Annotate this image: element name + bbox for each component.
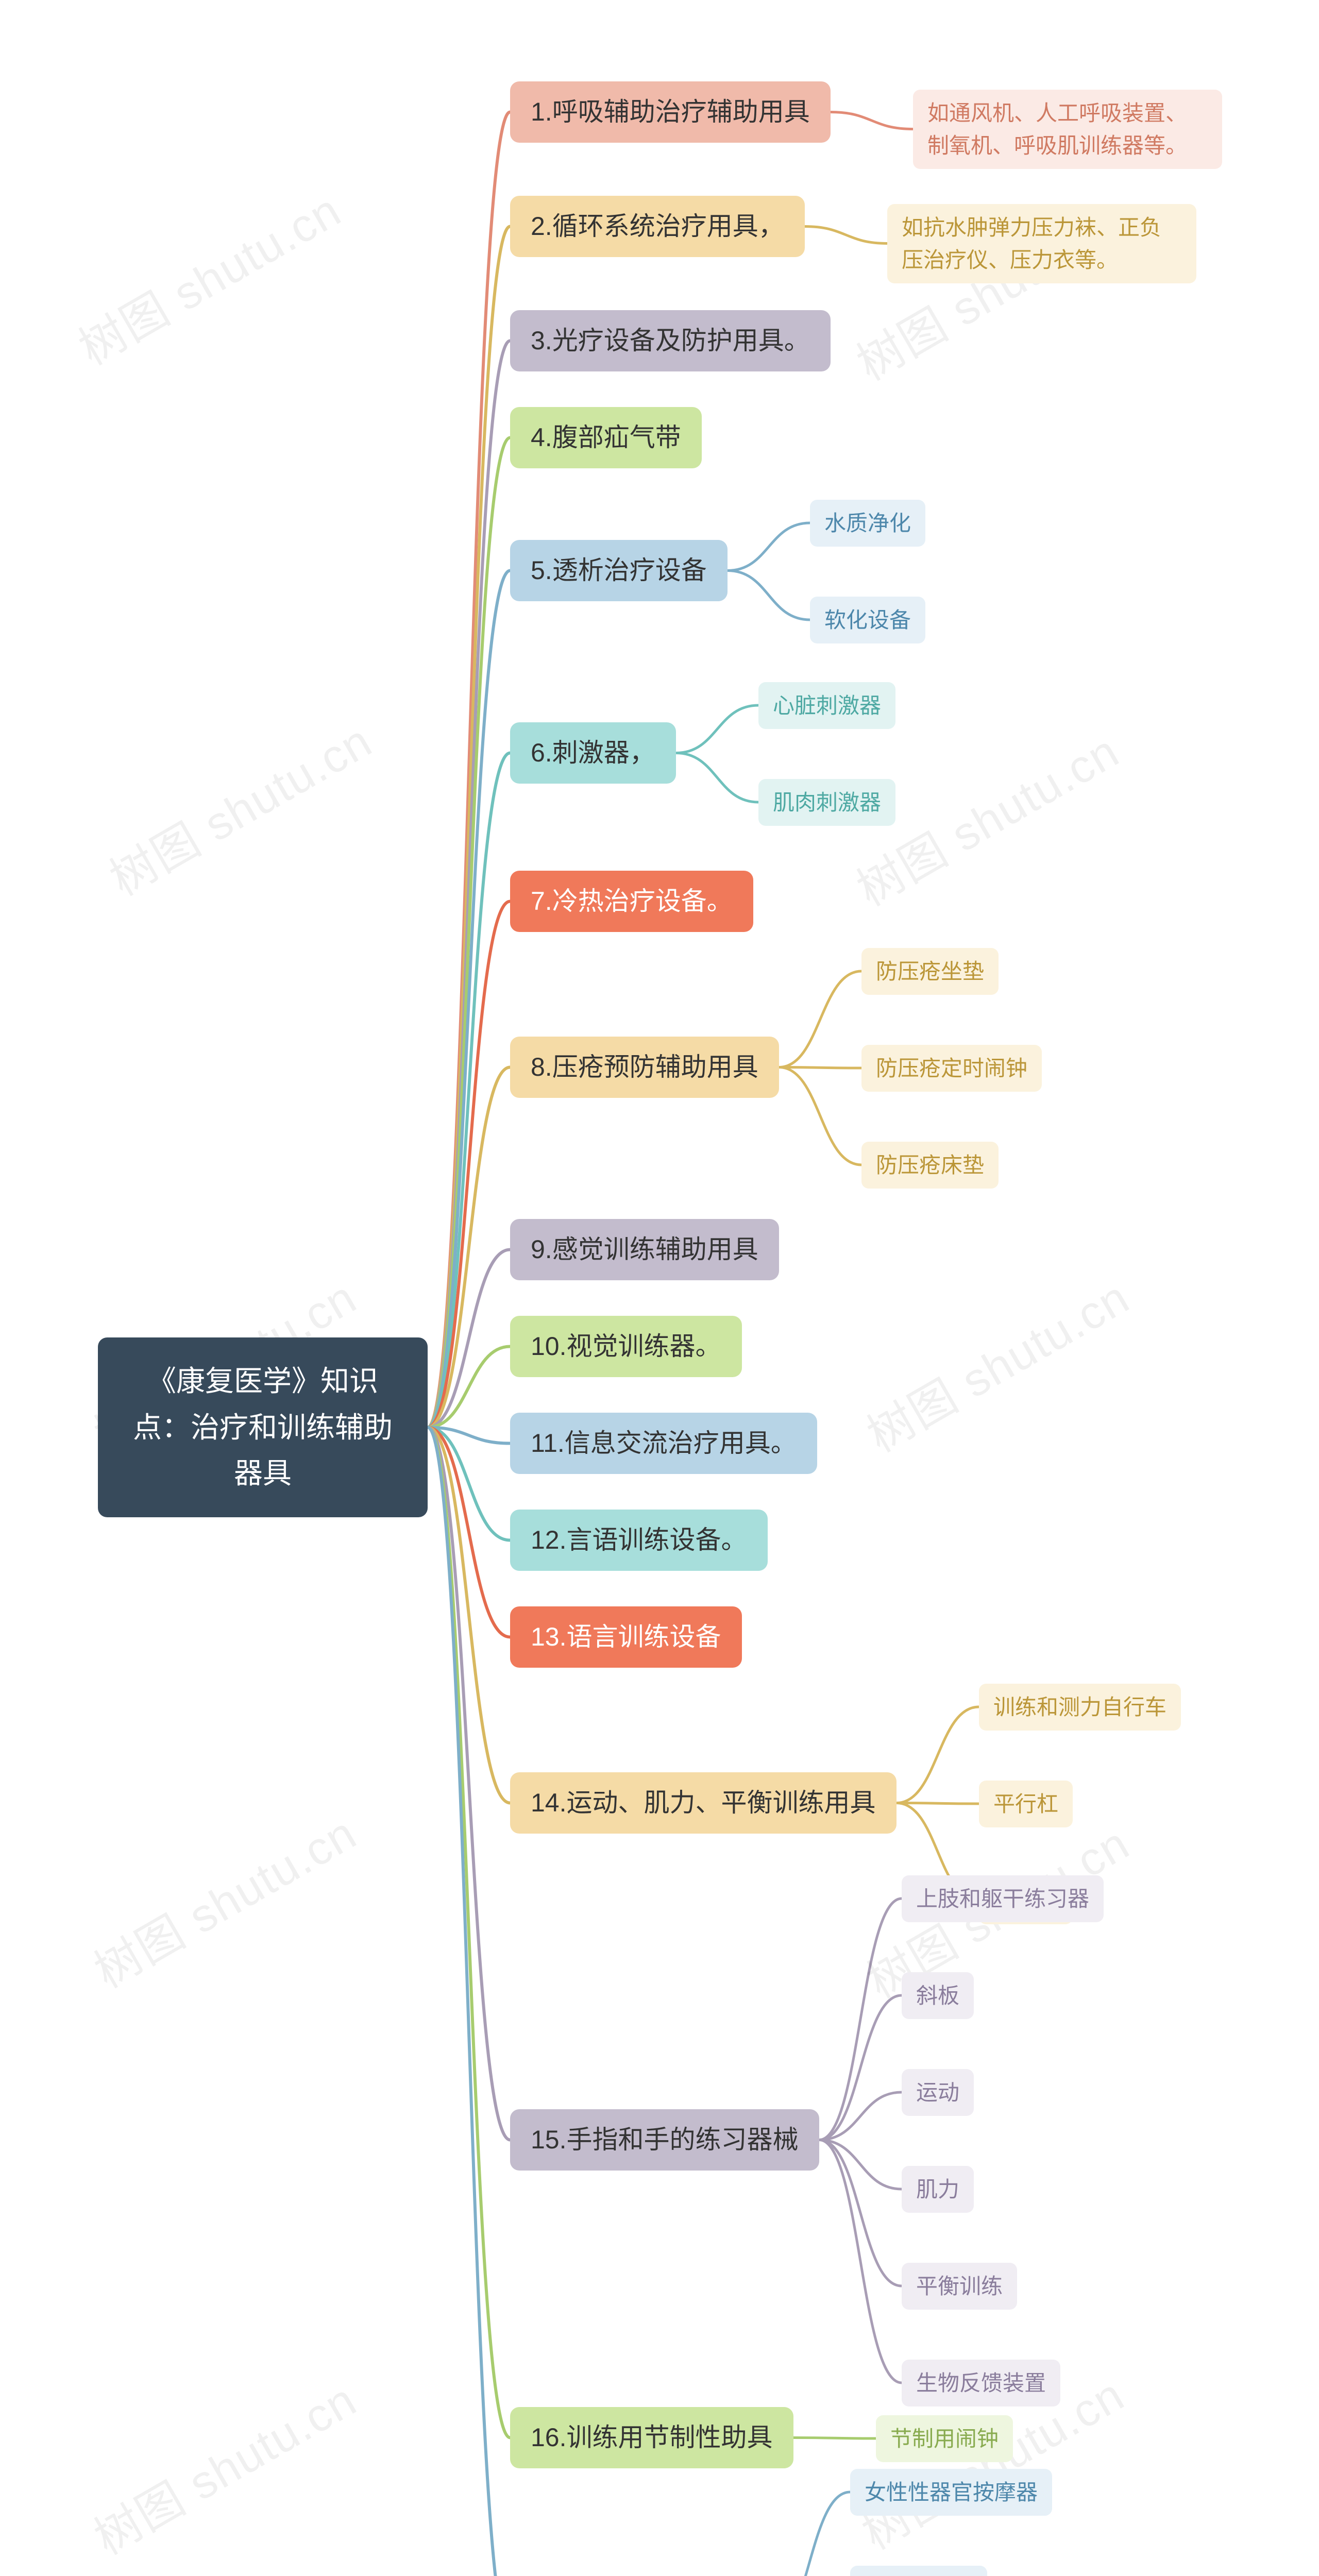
branch-node-14: 14.运动、肌力、平衡训练用具 (510, 1772, 897, 1834)
connector (768, 2492, 850, 2576)
connector (428, 753, 510, 1428)
branch-node-2: 2.循环系统治疗用具， (510, 196, 805, 257)
connector (428, 1067, 510, 1428)
connector (428, 1428, 510, 2576)
leaf-node: 肌力 (902, 2166, 974, 2213)
connector (779, 1067, 861, 1069)
leaf-node: 软化设备 (810, 597, 925, 643)
leaf-node: 如抗水肿弹力压力袜、正负压治疗仪、压力衣等。 (887, 204, 1196, 283)
connector (805, 227, 887, 244)
branch-node-3: 3.光疗设备及防护用具。 (510, 310, 831, 371)
branch-node-10: 10.视觉训练器。 (510, 1316, 742, 1377)
leaf-node: 运动 (902, 2069, 974, 2116)
connector (428, 1428, 510, 1444)
connector (897, 1803, 979, 1804)
branch-node-1: 1.呼吸辅助治疗辅助用具 (510, 81, 831, 143)
root-node: 《康复医学》知识点：治疗和训练辅助器具 (98, 1337, 428, 1517)
leaf-node: 心脏刺激器 (758, 682, 895, 729)
connector (428, 341, 510, 1428)
watermark: 树图 shutu.cn (80, 2363, 366, 2567)
branch-node-16: 16.训练用节制性助具 (510, 2407, 793, 2468)
leaf-node: 防压疮坐垫 (861, 948, 999, 995)
connector (819, 2140, 902, 2286)
connector (779, 1067, 861, 1165)
leaf-node: 如通风机、人工呼吸装置、制氧机、呼吸肌训练器等。 (913, 90, 1222, 169)
connector (779, 971, 861, 1067)
connector (428, 1250, 510, 1428)
connector (819, 2092, 902, 2140)
connector (428, 1428, 510, 1803)
leaf-node: 电动震振器 (850, 2566, 987, 2576)
connector (819, 1995, 902, 2140)
leaf-node: 平行杠 (979, 1781, 1073, 1827)
connector (428, 1347, 510, 1428)
connector (793, 2438, 876, 2439)
connector (728, 571, 810, 620)
connector (831, 112, 913, 129)
connector (819, 2140, 902, 2190)
connector (428, 902, 510, 1428)
branch-node-8: 8.压疮预防辅助用具 (510, 1037, 779, 1098)
watermark: 树图 shutu.cn (853, 1261, 1139, 1465)
branch-node-9: 9.感觉训练辅助用具 (510, 1219, 779, 1280)
connector (428, 1428, 510, 2140)
connector (428, 1428, 510, 1540)
watermark: 树图 shutu.cn (64, 174, 351, 378)
leaf-node: 女性性器官按摩器 (850, 2469, 1052, 2516)
branch-node-5: 5.透析治疗设备 (510, 540, 728, 601)
leaf-node: 防压疮定时闹钟 (861, 1045, 1042, 1092)
leaf-node: 上肢和躯干练习器 (902, 1875, 1104, 1922)
leaf-node: 肌肉刺激器 (758, 779, 895, 826)
connector (676, 705, 758, 753)
connector (428, 571, 510, 1428)
leaf-node: 水质净化 (810, 500, 925, 547)
connector (819, 2140, 902, 2383)
leaf-node: 训练和测力自行车 (979, 1684, 1181, 1731)
leaf-node: 平衡训练 (902, 2263, 1017, 2310)
connector (676, 753, 758, 803)
connector (897, 1707, 979, 1803)
branch-node-7: 7.冷热治疗设备。 (510, 871, 753, 932)
connector (428, 1428, 510, 2438)
leaf-node: 节制用闹钟 (876, 2415, 1013, 2462)
branch-node-12: 12.言语训练设备。 (510, 1510, 768, 1571)
leaf-node: 生物反馈装置 (902, 2360, 1060, 2406)
connector (728, 523, 810, 571)
connector (428, 112, 510, 1428)
connector (428, 438, 510, 1428)
connector (428, 1428, 510, 1637)
branch-node-15: 15.手指和手的练习器械 (510, 2109, 819, 2171)
branch-node-11: 11.信息交流治疗用具。 (510, 1413, 817, 1474)
mindmap-canvas: 树图 shutu.cn 树图 shutu.cn 树图 shutu.cn 树图 shut… (0, 0, 1319, 2576)
leaf-node: 斜板 (902, 1972, 974, 2019)
watermark: 树图 shutu.cn (95, 704, 382, 908)
watermark: 树图 shutu.cn (80, 1797, 366, 2001)
branch-node-4: 4.腹部疝气带 (510, 407, 702, 468)
branch-node-13: 13.语言训练设备 (510, 1606, 742, 1668)
connector-layer (0, 0, 1319, 2576)
connector (819, 1899, 902, 2140)
branch-node-6: 6.刺激器， (510, 722, 676, 784)
leaf-node: 防压疮床垫 (861, 1142, 999, 1189)
connector (428, 227, 510, 1428)
